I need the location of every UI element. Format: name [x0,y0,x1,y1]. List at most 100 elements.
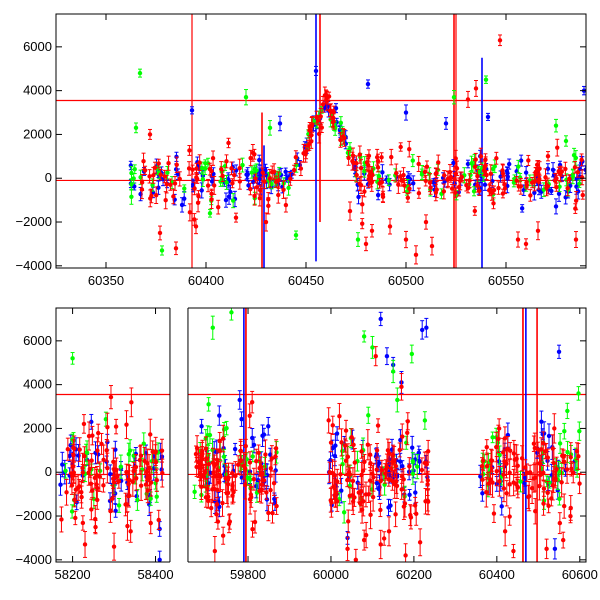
data-point [409,344,415,364]
data-point [340,454,345,474]
data-point [576,442,581,470]
y-tick-label: 6000 [23,333,52,348]
data-point [267,168,273,188]
data-point [124,495,130,513]
data-point [563,135,569,147]
data-point [266,192,271,207]
data-point [350,479,355,511]
data-point [561,493,567,519]
data-point [347,201,353,221]
data-point [273,439,279,458]
data-point [243,89,249,106]
data-point [212,454,217,477]
data-point [370,482,376,512]
data-point [478,147,484,165]
data-point [327,461,332,483]
x-tick-label: 59800 [230,567,266,582]
y-tick-label: −2000 [15,214,52,229]
data-point [386,472,392,487]
data-point [375,153,381,169]
data-point [243,470,248,500]
data-point [199,418,204,434]
data-point [72,492,77,508]
data-point [377,178,382,189]
data-point [142,165,148,175]
data-point [193,218,199,235]
data-point [146,454,152,483]
data-point [575,166,581,178]
data-point [77,478,82,494]
data-point [201,464,206,489]
data-point [80,464,85,481]
data-point [218,461,223,492]
data-point [523,238,529,250]
data-point [537,161,542,177]
data-point [152,161,158,174]
data-point [577,421,582,441]
data-point [137,68,143,78]
data-point [149,188,154,204]
data-point [396,175,401,194]
data-point [320,95,326,113]
data-point [357,176,362,192]
data-point [374,458,379,481]
data-point [497,466,502,497]
data-point [378,311,383,327]
data-point [490,431,495,444]
data-point [488,463,493,496]
data-point [58,473,63,496]
data-point [504,449,509,479]
data-point [346,509,351,534]
data-point [425,439,431,463]
data-point [113,503,118,518]
data-point [453,187,458,198]
data-point [410,435,415,460]
data-point [318,107,323,126]
data-point [84,440,90,465]
data-point [232,442,238,456]
data-point [395,387,400,413]
data-point [251,467,257,491]
data-point [101,478,106,493]
data-point [378,466,383,496]
data-point [334,426,340,441]
data-point [281,180,286,199]
data-point [403,230,409,249]
data-point [298,161,304,177]
data-point [215,513,221,530]
data-point [561,449,566,464]
data-point [199,161,205,175]
data-point [230,178,235,189]
data-point [359,495,365,524]
data-point [212,536,218,562]
data-point [545,163,551,175]
data-point [217,405,222,426]
data-point [65,437,71,461]
data-point [64,478,69,506]
x-tick-label: 58400 [137,567,173,582]
data-point [97,461,102,492]
y-tick-label: −4000 [15,258,52,273]
data-point [147,128,153,140]
data-point [527,464,533,481]
data-point [77,437,82,462]
data-point [333,488,338,508]
data-point [558,165,563,183]
data-point [82,446,87,466]
data-point [349,428,354,447]
data-point [422,166,428,178]
x-tick-label: 58200 [55,567,91,582]
data-point [212,175,217,195]
data-point [219,161,224,178]
data-point [187,203,193,222]
data-point [419,168,425,181]
data-point [501,460,506,489]
data-point [70,452,76,481]
data-point [577,472,582,495]
data-point [535,221,541,241]
data-point [362,185,367,198]
data-point [252,186,257,206]
data-point [166,155,171,171]
data-point [467,173,472,188]
